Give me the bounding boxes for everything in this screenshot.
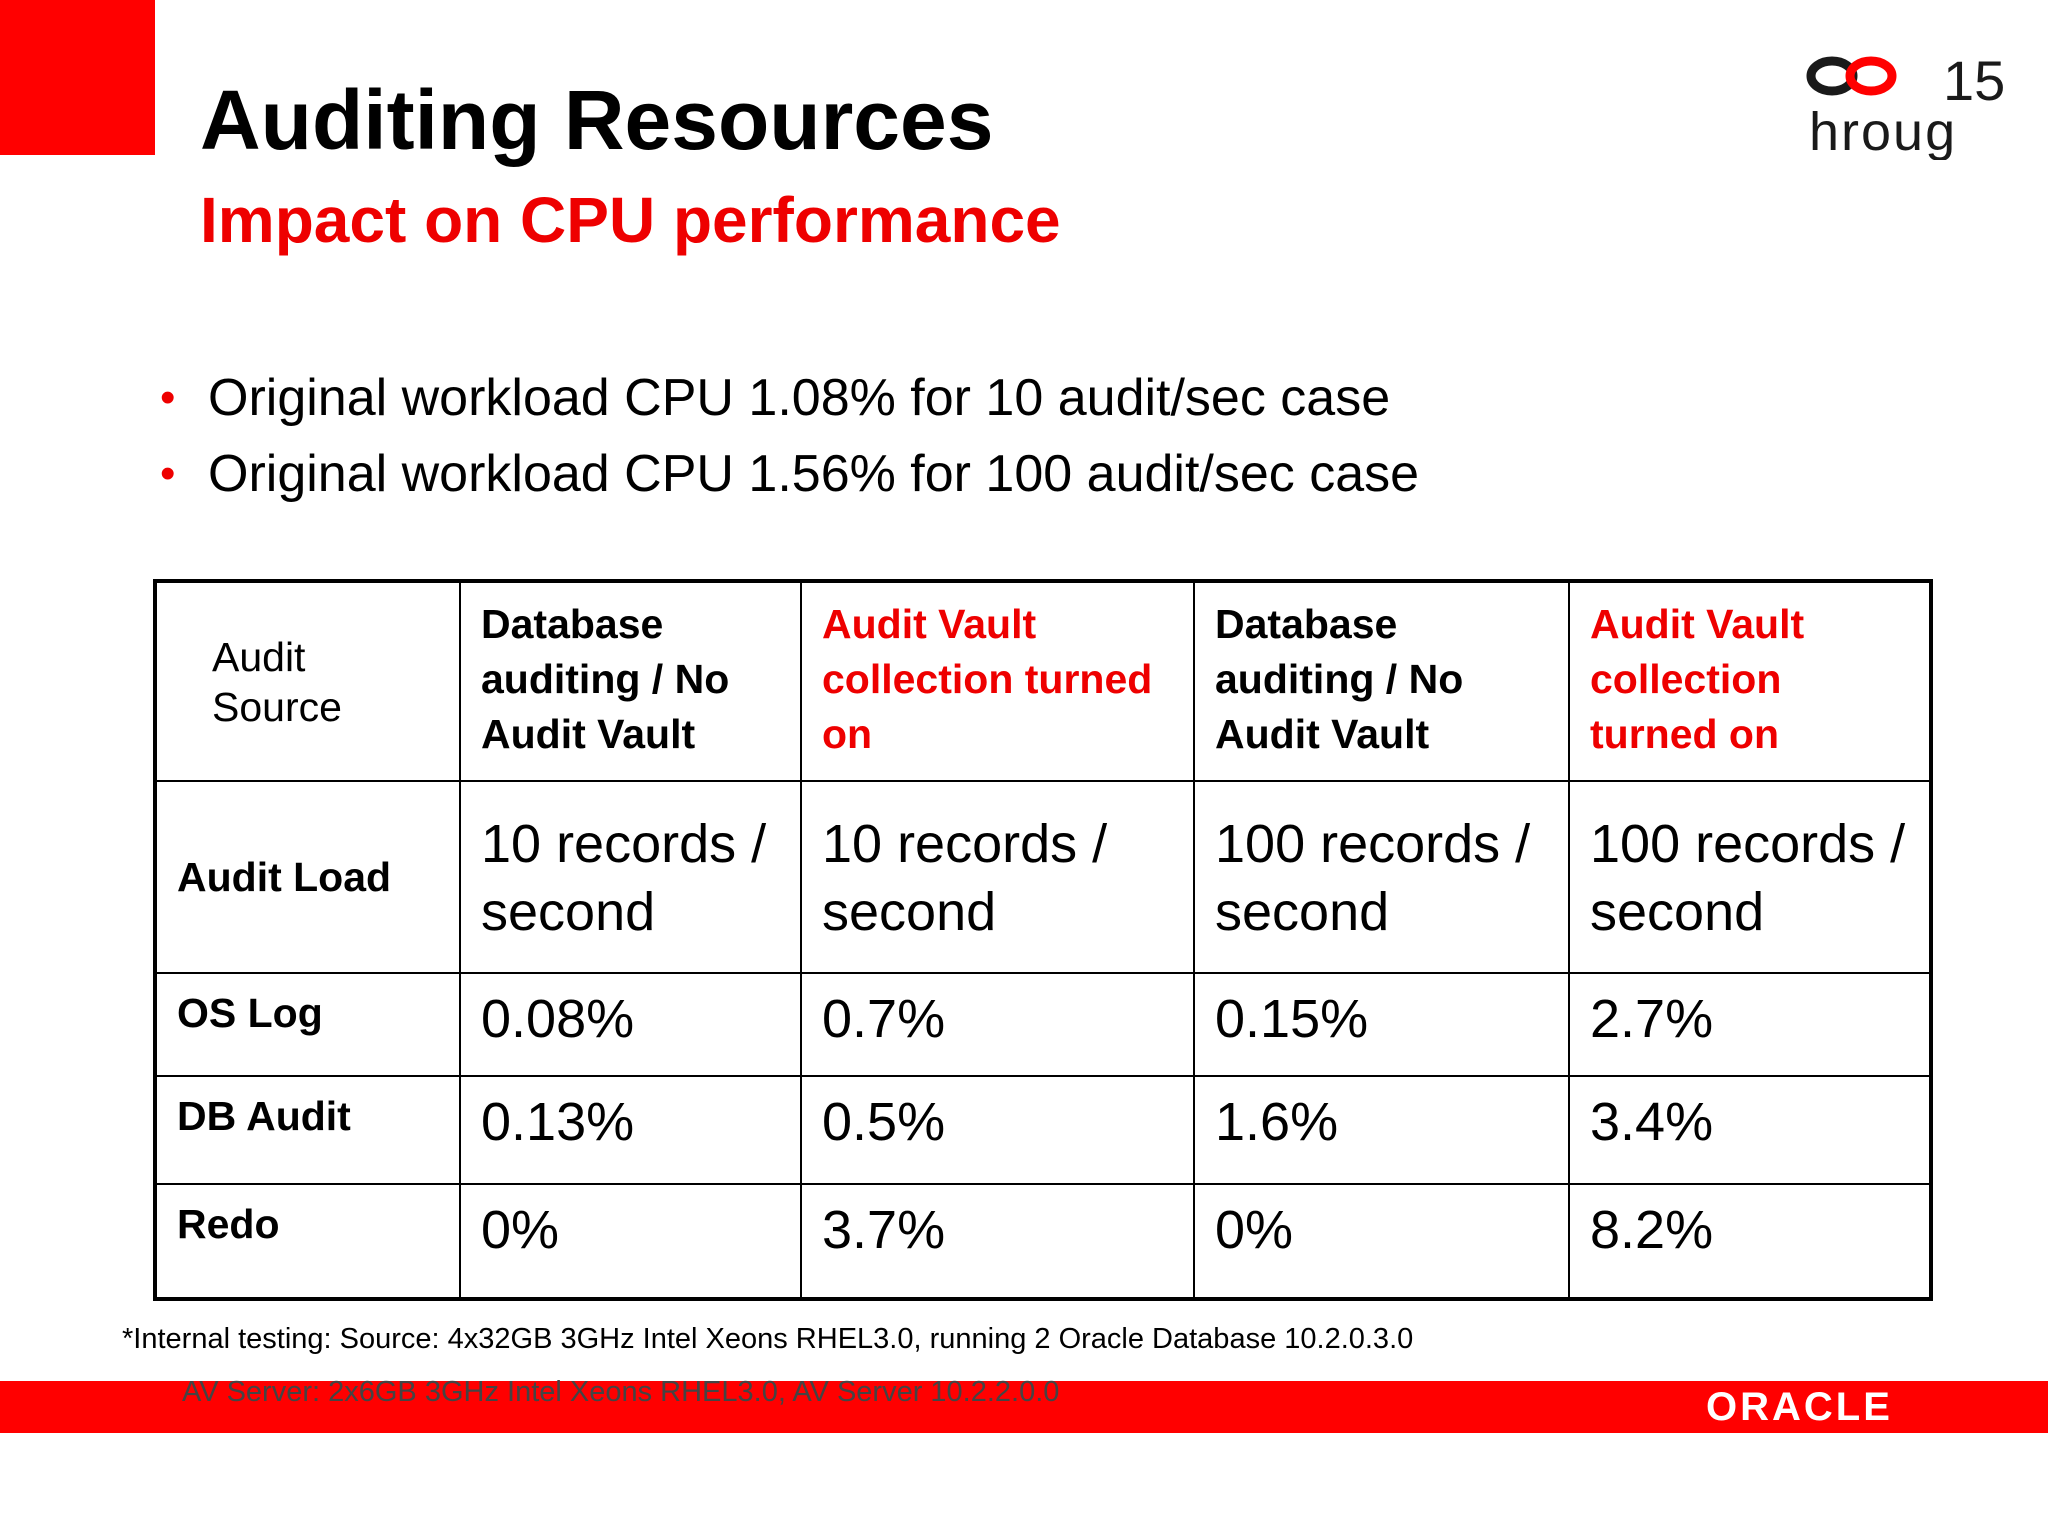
audit-load-cell: 10 records / second — [800, 780, 1195, 974]
table-row: Audit Load 10 records / second 10 record… — [154, 780, 1932, 974]
bullet-list: • Original workload CPU 1.08% for 10 audi… — [160, 360, 1419, 512]
footnote-av-server: AV Server: 2x6GB 3GHz Intel Xeons RHEL3.… — [182, 1376, 1060, 1408]
table-cell: 2.7% — [1568, 972, 1932, 1077]
row-label-os-log: OS Log — [154, 972, 461, 1077]
bullet-dot-icon: • — [160, 373, 176, 422]
header-audit-vault-100: Audit Vault collection turned on — [1568, 580, 1932, 782]
oracle-logo: ORACLE — [1706, 1385, 1893, 1429]
table-cell: 0.7% — [800, 972, 1195, 1077]
bottom-red-bar — [0, 1381, 2048, 1433]
audit-load-label: Audit Load — [154, 780, 461, 974]
bullet-dot-icon: • — [160, 449, 176, 498]
header-audit-vault-10: Audit Vault collection turned on — [800, 580, 1195, 782]
audit-load-cell: 100 records / second — [1193, 780, 1570, 974]
bullet-item: • Original workload CPU 1.56% for 100 aud… — [160, 436, 1419, 512]
table-header-row: Audit Source Database auditing / No Audi… — [154, 580, 1932, 782]
table-row: DB Audit 0.13% 0.5% 1.6% 3.4% — [154, 1075, 1932, 1185]
table-cell: 0% — [459, 1183, 802, 1300]
table-cell: 0.08% — [459, 972, 802, 1077]
table-cell: 8.2% — [1568, 1183, 1932, 1300]
table-cell: 0.15% — [1193, 972, 1570, 1077]
bullet-item: • Original workload CPU 1.08% for 10 audi… — [160, 360, 1419, 436]
audit-load-cell: 100 records / second — [1568, 780, 1932, 974]
footnote-source: *Internal testing: Source: 4x32GB 3GHz I… — [122, 1323, 1414, 1355]
table-cell: 1.6% — [1193, 1075, 1570, 1185]
cpu-impact-table: Audit Source Database auditing / No Audi… — [153, 579, 1933, 1301]
table-cell: 0.5% — [800, 1075, 1195, 1185]
header-db-auditing-10: Database auditing / No Audit Vault — [459, 580, 802, 782]
table-row: Redo 0% 3.7% 0% 8.2% — [154, 1183, 1932, 1300]
red-corner-block — [0, 0, 155, 155]
slide-title: Auditing Resources — [200, 73, 994, 167]
logo-text: hroug — [1809, 102, 1957, 160]
audit-load-cell: 10 records / second — [459, 780, 802, 974]
table-cell: 3.7% — [800, 1183, 1195, 1300]
hroug-15-logo: 15 hroug — [1806, 50, 2005, 160]
table-cell: 3.4% — [1568, 1075, 1932, 1185]
audit-source-header: Audit Source — [154, 580, 461, 782]
slide-subtitle: Impact on CPU performance — [200, 184, 1061, 256]
header-db-auditing-100: Database auditing / No Audit Vault — [1193, 580, 1570, 782]
table-cell: 0.13% — [459, 1075, 802, 1185]
row-label-redo: Redo — [154, 1183, 461, 1300]
table-row: OS Log 0.08% 0.7% 0.15% 2.7% — [154, 972, 1932, 1077]
table-cell: 0% — [1193, 1183, 1570, 1300]
row-label-db-audit: DB Audit — [154, 1075, 461, 1185]
logo-number: 15 — [1943, 50, 2005, 112]
